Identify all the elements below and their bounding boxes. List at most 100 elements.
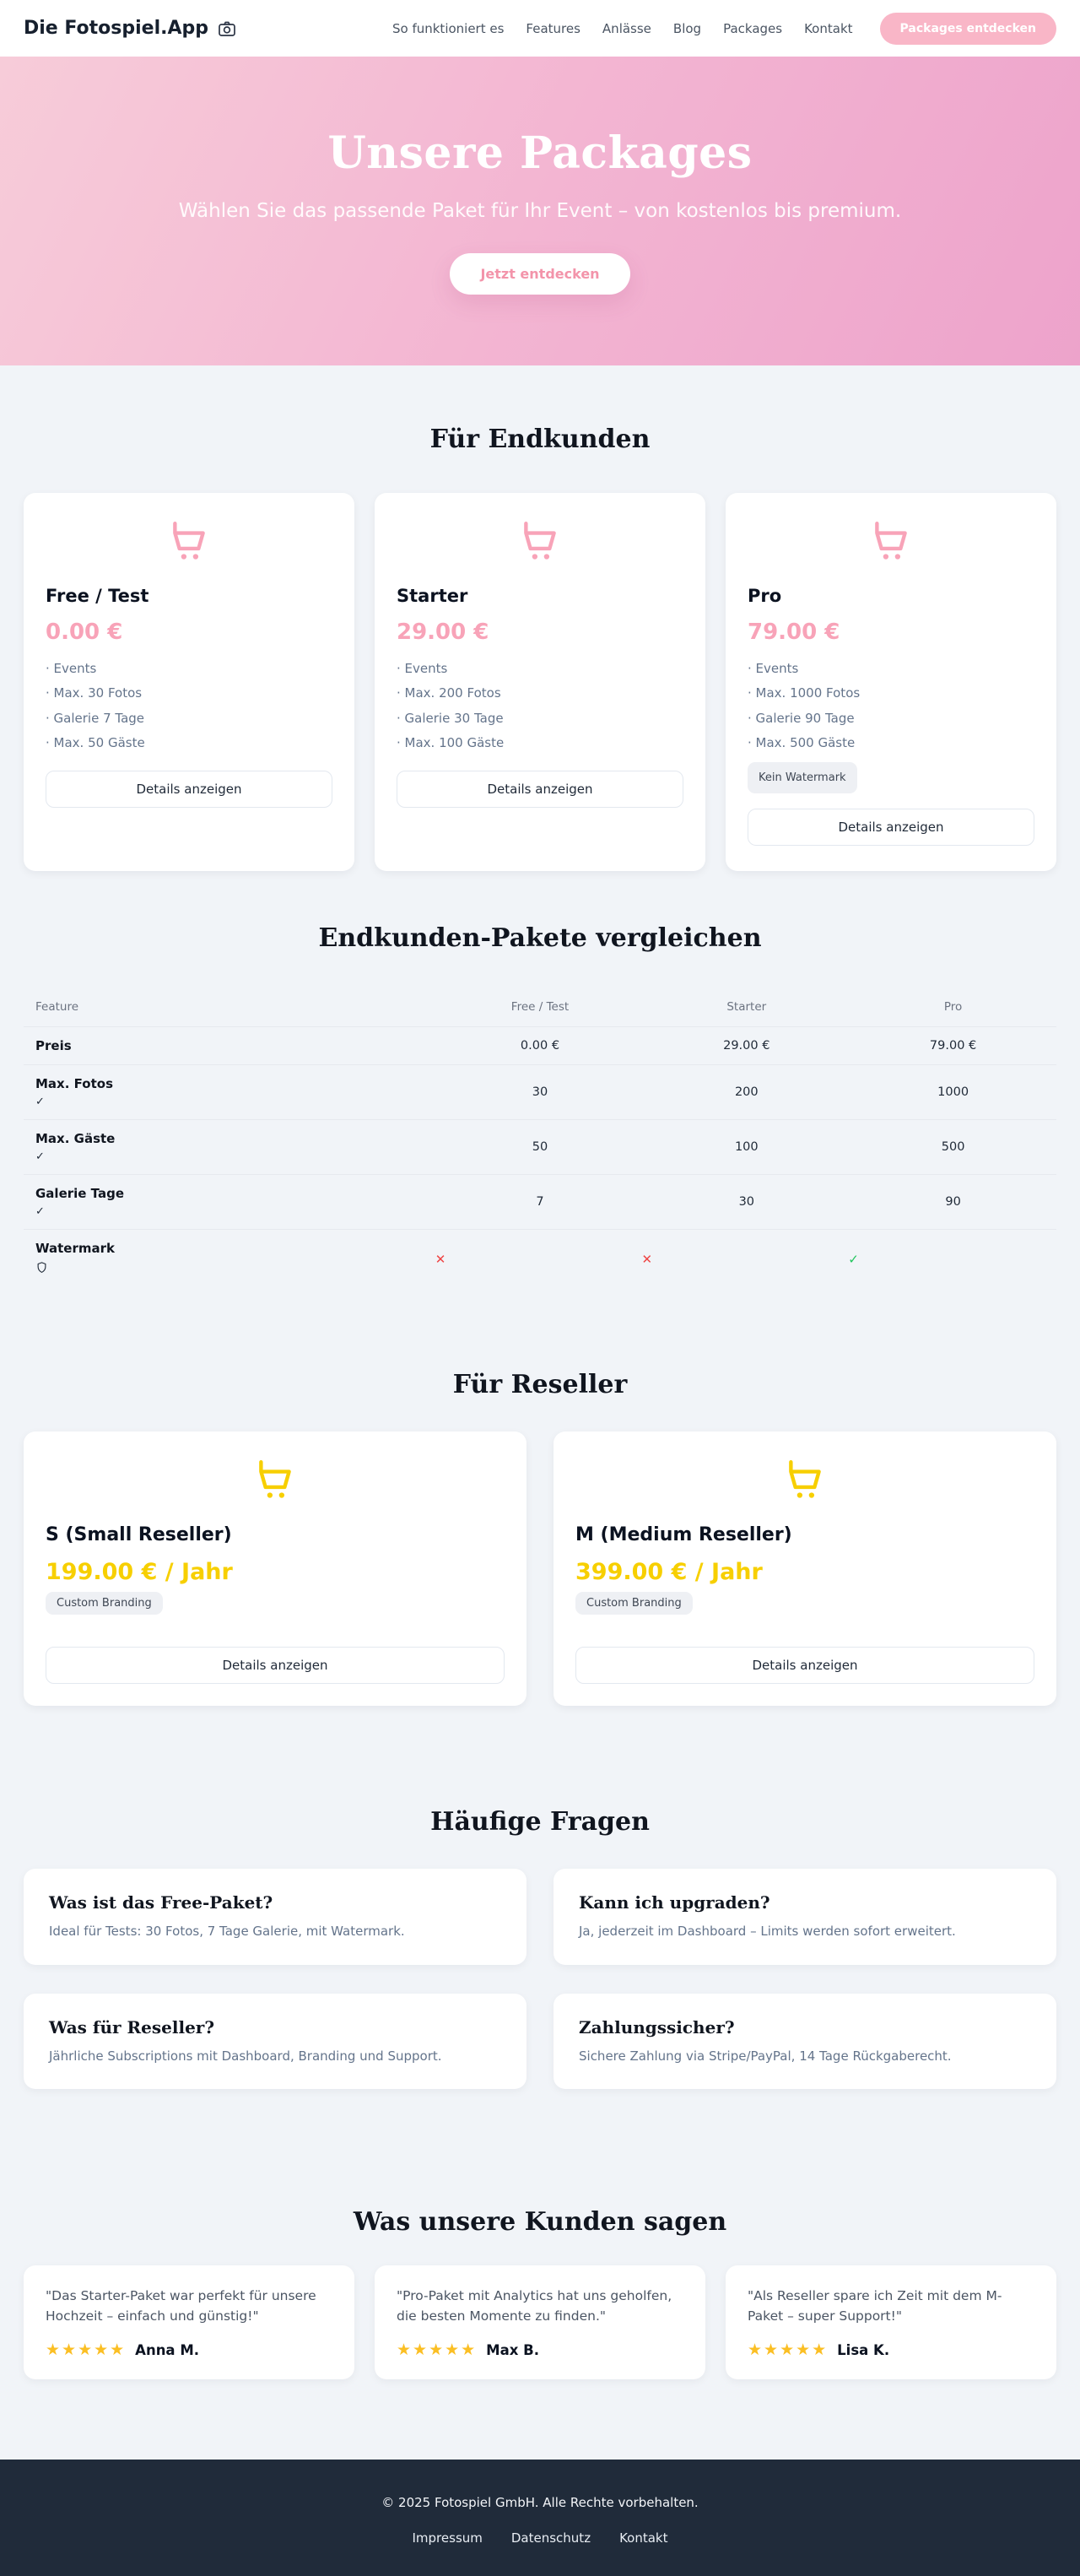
jetzt-entdecken-button[interactable]: Jetzt entdecken (450, 252, 630, 295)
nav-features[interactable]: Features (526, 20, 580, 36)
logo-text: Die Fotospiel.App (24, 18, 208, 39)
feature-item: Max. 1000 Fotos (748, 681, 1034, 706)
footer-link-datenschutz[interactable]: Datenschutz (510, 2530, 591, 2546)
testimonial-name: Max B. (486, 2341, 539, 2358)
check-icon: ✓ (35, 1096, 45, 1109)
cell-value: 1000 (850, 1064, 1056, 1121)
package-price: 79.00 € (748, 620, 840, 645)
testimonial-card: "Das Starter-Paket war perfekt für unser… (24, 2265, 354, 2380)
endkunden-heading: Für Endkunden (429, 425, 651, 454)
cell-value: 50 (436, 1119, 644, 1176)
copyright-text: © 2025 Fotospiel GmbH. Alle Rechte vorbe… (381, 2495, 699, 2511)
cell-value: 79.00 € (850, 1026, 1056, 1066)
footer-links: Impressum Datenschutz Kontakt (0, 2530, 1080, 2546)
cell-value: 90 (850, 1174, 1056, 1231)
testimonials-heading: Was unsere Kunden sagen (353, 2207, 727, 2238)
package-title: M (Medium Reseller) (575, 1524, 792, 1546)
feature-item: Max. 500 Gäste (748, 731, 1034, 755)
details-anzeigen-button[interactable]: Details anzeigen (46, 1647, 505, 1685)
testimonial-quote: "Das Starter-Paket war perfekt für unser… (46, 2288, 316, 2324)
comparison-table: Feature Free / Test Starter Pro Preis 0.… (24, 988, 1056, 1289)
table-row-galerie-tage: Galerie Tage ✓ 7 30 90 (24, 1174, 1056, 1231)
nav-kontakt[interactable]: Kontakt (804, 20, 853, 36)
x-icon: ✕ (435, 1252, 446, 1268)
feature-item: Galerie 90 Tage (748, 706, 1034, 731)
column-starter: Starter (643, 988, 850, 1028)
packages-entdecken-button[interactable]: Packages entdecken (879, 12, 1056, 45)
faq-answer: Jährliche Subscriptions mit Dashboard, B… (49, 2048, 442, 2064)
nav-anlaesse[interactable]: Anlässe (602, 20, 651, 36)
faq-item: Kann ich upgraden? Ja, jederzeit im Dash… (554, 1869, 1056, 1965)
faq-question: Was für Reseller? (49, 2016, 215, 2038)
feature-list: Events Max. 1000 Fotos Galerie 90 Tage M… (748, 657, 1034, 794)
comparison-section: Endkunden-Pakete vergleichen Feature Fre… (0, 923, 1080, 1289)
table-row-max-fotos: Max. Fotos ✓ 30 200 1000 (24, 1064, 1056, 1121)
faq-answer: Sichere Zahlung via Stripe/PayPal, 14 Ta… (579, 2048, 952, 2064)
testimonial-name: Lisa K. (837, 2341, 890, 2358)
nav-packages[interactable]: Packages (723, 20, 783, 36)
faq-section: Häufige Fragen Was ist das Free-Paket? I… (0, 1807, 1080, 2090)
package-card-pro: Pro 79.00 € Events Max. 1000 Fotos Galer… (726, 493, 1056, 872)
reseller-heading: Für Reseller (452, 1370, 628, 1400)
row-label: Max. Gäste (35, 1131, 116, 1147)
custom-branding-badge: Custom Branding (46, 1592, 163, 1615)
cell-value: 200 (643, 1064, 850, 1121)
site-header: Die Fotospiel.App So funktioniert es Fea… (0, 0, 1080, 57)
camera-icon (217, 19, 237, 39)
endkunden-section: Für Endkunden Free / Test 0.00 € Events (0, 365, 1080, 872)
main-nav: So funktioniert es Features Anlässe Blog… (392, 12, 1056, 45)
faq-answer: Ja, jederzeit im Dashboard – Limits werd… (579, 1924, 956, 1940)
faq-question: Zahlungssicher? (579, 2016, 735, 2038)
cell-value: 100 (643, 1119, 850, 1176)
faq-question: Was ist das Free-Paket? (49, 1892, 273, 1913)
testimonial-card: "Pro-Paket mit Analytics hat uns geholfe… (375, 2265, 705, 2380)
package-price: 0.00 € (46, 620, 123, 645)
endkunden-cards: Free / Test 0.00 € Events Max. 30 Fotos … (24, 493, 1056, 872)
cell-value: 7 (436, 1174, 644, 1231)
package-title: Free / Test (46, 586, 149, 606)
row-label: Galerie Tage (35, 1186, 125, 1202)
check-icon: ✓ (35, 1205, 45, 1219)
row-label: Preis (35, 1038, 72, 1054)
site-footer: © 2025 Fotospiel GmbH. Alle Rechte vorbe… (0, 2460, 1080, 2576)
feature-item: Max. 100 Gäste (397, 731, 683, 755)
package-price: 29.00 € (397, 620, 489, 645)
column-pro: Pro (850, 988, 1056, 1028)
x-icon: ✕ (641, 1252, 653, 1268)
table-row-max-gaeste: Max. Gäste ✓ 50 100 500 (24, 1119, 1056, 1176)
package-price: 399.00 € / Jahr (575, 1559, 763, 1586)
testimonial-cards: "Das Starter-Paket war perfekt für unser… (24, 2265, 1056, 2380)
table-header-row: Feature Free / Test Starter Pro (24, 988, 1056, 1028)
nav-blog[interactable]: Blog (672, 20, 702, 36)
cell-value: 30 (436, 1064, 644, 1121)
table-row-watermark: Watermark ✕ ✕ ✓ (24, 1230, 1056, 1290)
package-price: 199.00 € / Jahr (46, 1559, 233, 1586)
package-card-reseller-s: S (Small Reseller) 199.00 € / Jahr Custo… (24, 1431, 526, 1707)
testimonial-card: "Als Reseller spare ich Zeit mit dem M-P… (726, 2265, 1056, 2380)
footer-link-impressum[interactable]: Impressum (412, 2530, 483, 2546)
feature-item: Events (748, 657, 1034, 681)
details-anzeigen-button[interactable]: Details anzeigen (575, 1647, 1034, 1685)
details-anzeigen-button[interactable]: Details anzeigen (46, 771, 332, 808)
cart-icon (397, 518, 683, 569)
testimonial-quote: "Pro-Paket mit Analytics hat uns geholfe… (397, 2288, 672, 2324)
cart-icon (748, 518, 1034, 569)
details-anzeigen-button[interactable]: Details anzeigen (748, 809, 1034, 847)
nav-so-funktioniert-es[interactable]: So funktioniert es (392, 20, 505, 36)
reseller-cards: S (Small Reseller) 199.00 € / Jahr Custo… (24, 1431, 1056, 1707)
testimonial-quote: "Als Reseller spare ich Zeit mit dem M-P… (748, 2288, 1002, 2324)
cell-value: 0.00 € (436, 1026, 644, 1066)
feature-item: Events (397, 657, 683, 681)
feature-item: Events (46, 657, 332, 681)
testimonials-section: Was unsere Kunden sagen "Das Starter-Pak… (0, 2207, 1080, 2380)
faq-item: Was ist das Free-Paket? Ideal für Tests:… (24, 1869, 526, 1965)
details-anzeigen-button[interactable]: Details anzeigen (397, 771, 683, 808)
cell-value: 500 (850, 1119, 1056, 1176)
faq-item: Was für Reseller? Jährliche Subscription… (24, 1993, 526, 2090)
column-free-test: Free / Test (436, 988, 644, 1028)
cart-icon (575, 1457, 1034, 1507)
package-title: S (Small Reseller) (46, 1524, 232, 1546)
row-label: Watermark (35, 1241, 115, 1257)
logo[interactable]: Die Fotospiel.App (24, 18, 237, 39)
footer-link-kontakt[interactable]: Kontakt (619, 2530, 668, 2546)
